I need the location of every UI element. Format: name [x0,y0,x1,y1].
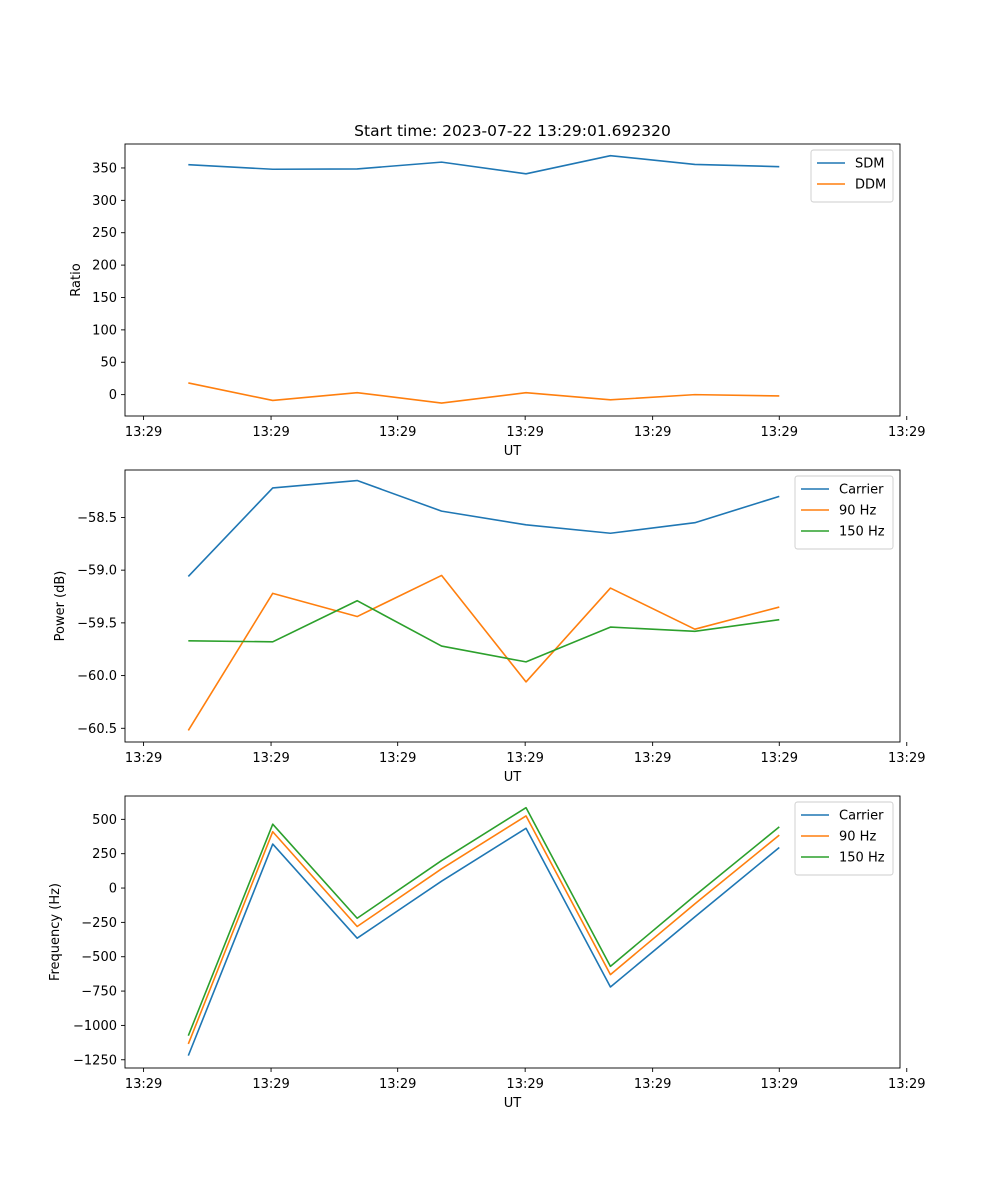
x-axis-label: UT [504,770,522,785]
x-tick-label: 13:29 [379,1077,416,1092]
y-tick-label: −60.5 [77,722,117,737]
series-line-ddm [188,382,780,404]
y-tick-label: 200 [92,259,117,274]
x-tick-label: 13:29 [125,1077,162,1092]
y-tick-label: −1250 [73,1053,117,1068]
legend-label: 150 Hz [839,525,885,540]
y-tick-label: −750 [81,985,117,1000]
series-line-90-hz [187,574,780,731]
y-tick-label: 50 [100,356,117,371]
series-line-90-hz [187,815,780,1045]
legend: SDM DDM [810,149,894,203]
y-tick-label: 100 [92,323,117,338]
y-tick-label: 300 [92,194,117,209]
x-tick-label: 13:29 [888,751,925,766]
y-tick-label: 250 [92,226,117,241]
series-line-sdm [188,154,780,175]
figure-title: Start time: 2023-07-22 13:29:01.692320 [354,122,671,140]
x-axis-label: UT [504,1096,522,1111]
legend-label: 90 Hz [839,830,876,845]
series-line-150-hz [187,806,780,1037]
panel-2: 13:29 13:29 13:29 13:29 13:29 13:29 13:29 −60.5… [53,469,925,785]
x-tick-label: 13:29 [761,425,798,440]
series-line-150-hz [188,599,780,663]
x-tick-label: 13:29 [761,751,798,766]
x-tick-label: 13:29 [506,425,543,440]
x-tick-label: 13:29 [888,425,925,440]
y-axis-label: Frequency (Hz) [48,883,63,981]
panel-1: 13:29 13:29 13:29 13:29 13:29 13:29 13:29 0 50 10… [69,143,925,459]
x-tick-label: 13:29 [634,751,671,766]
legend-label: SDM [855,157,884,172]
x-tick-label: 13:29 [761,1077,798,1092]
x-tick-label: 13:29 [506,1077,543,1092]
y-tick-label: 150 [92,291,117,306]
x-tick-label: 13:29 [634,1077,671,1092]
x-axis-label: UT [504,444,522,459]
y-tick-label: −500 [81,950,117,965]
y-axis-label: Power (dB) [53,571,68,642]
y-tick-label: −60.0 [77,669,117,684]
legend-label: Carrier [839,809,884,824]
y-tick-label: 0 [109,882,117,897]
y-tick-label: −58.5 [77,511,117,526]
plot-panels: 13:29 13:29 13:29 13:29 13:29 13:29 13:29 0 50 10… [48,143,925,1111]
axes-frame [124,795,901,1069]
y-tick-label: 0 [109,388,117,403]
x-tick-label: 13:29 [888,1077,925,1092]
legend-label: DDM [855,178,886,193]
x-tick-label: 13:29 [379,751,416,766]
y-tick-label: 350 [92,161,117,176]
x-tick-label: 13:29 [252,1077,289,1092]
y-tick-label: 250 [92,847,117,862]
x-tick-label: 13:29 [125,751,162,766]
y-tick-label: 500 [92,813,117,828]
legend-label: 150 Hz [839,851,885,866]
x-tick-label: 13:29 [506,751,543,766]
x-tick-label: 13:29 [252,751,289,766]
legend-label: Carrier [839,483,884,498]
axes-frame [124,469,901,743]
y-tick-label: −1000 [73,1019,117,1034]
axes-frame [124,143,901,417]
panel-3: 13:29 13:29 13:29 13:29 13:29 13:29 13:29 −1250… [48,795,925,1111]
x-tick-label: 13:29 [252,425,289,440]
legend-label: 90 Hz [839,504,876,519]
y-axis-label: Ratio [69,263,84,296]
y-tick-label: −59.5 [77,616,117,631]
y-tick-label: −59.0 [77,564,117,579]
x-tick-label: 13:29 [634,425,671,440]
x-tick-label: 13:29 [125,425,162,440]
legend: Carrier 90 Hz 150 Hz [794,475,894,550]
y-tick-label: −250 [81,916,117,931]
series-line-carrier [187,479,780,578]
legend: Carrier 90 Hz 150 Hz [794,801,894,876]
x-tick-label: 13:29 [379,425,416,440]
series-line-carrier [187,827,780,1056]
